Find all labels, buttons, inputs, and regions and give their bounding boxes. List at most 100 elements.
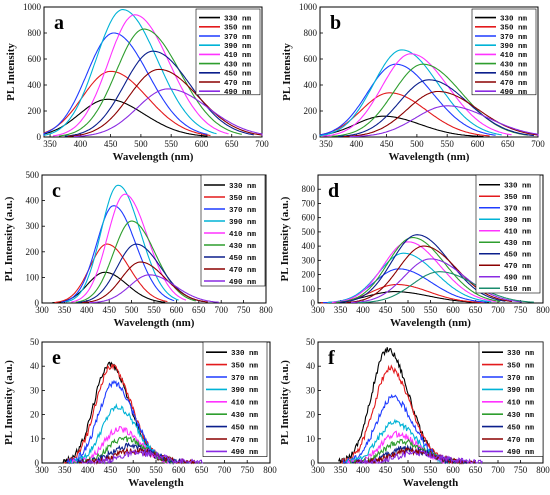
y-tick-label: 800 <box>304 28 318 38</box>
x-tick-label: 550 <box>164 139 178 149</box>
legend-label: 430 nm <box>231 412 259 420</box>
panel-c: 300 350 400 450 500 550 600 650 700 750 800 0 100 200… <box>3 170 273 329</box>
x-tick-label: 800 <box>536 465 550 475</box>
y-tick-label: 0 <box>313 132 318 142</box>
x-tick-label: 800 <box>536 305 550 315</box>
legend-label: 330 nm <box>504 183 532 191</box>
series-line-470-nm <box>343 90 539 138</box>
series-line-470-nm <box>82 261 208 304</box>
series-line-510-nm <box>357 271 534 304</box>
y-tick-label: 200 <box>26 247 40 257</box>
x-tick-label: 400 <box>80 305 94 315</box>
series-line-390-nm <box>65 184 179 303</box>
x-tick-label: 550 <box>424 465 438 475</box>
legend-box <box>200 174 266 287</box>
legend-label: 450 nm <box>224 71 252 79</box>
legend-label: 450 nm <box>231 424 259 432</box>
panel-b: 350 400 450 500 550 600 650 700 0 200 400 600 800 100… <box>281 2 545 163</box>
series-line-450-nm <box>64 50 254 137</box>
x-tick-label: 700 <box>214 305 228 315</box>
x-tick-label: 350 <box>334 305 348 315</box>
legend-label: 390 nm <box>507 387 535 395</box>
legend-label: 390 nm <box>504 217 532 225</box>
y-tick-label: 500 <box>26 170 40 180</box>
legend-label: 410 nm <box>231 400 259 408</box>
series-line-350-nm <box>54 243 168 304</box>
legend-label: 430 nm <box>224 61 252 69</box>
legend-box <box>475 174 541 294</box>
x-tick-label: 600 <box>195 139 209 149</box>
x-tick-label: 450 <box>104 465 118 475</box>
x-tick-label: 400 <box>74 139 88 149</box>
x-tick-label: 400 <box>356 305 370 315</box>
legend-label: 410 nm <box>500 52 528 60</box>
x-tick-label: 550 <box>424 305 438 315</box>
x-tick-label: 300 <box>35 465 49 475</box>
y-tick-label: 30 <box>306 385 316 395</box>
x-tick-label: 350 <box>319 139 333 149</box>
x-tick-label: 500 <box>401 465 415 475</box>
x-tick-label: 700 <box>491 305 505 315</box>
y-tick-label: 800 <box>28 28 42 38</box>
legend-label: 470 nm <box>231 437 259 445</box>
x-tick-label: 800 <box>259 305 273 315</box>
legend-label: 470 nm <box>507 437 535 445</box>
legend-label: 370 nm <box>231 375 259 383</box>
legend-label: 410 nm <box>224 52 252 60</box>
y-axis-label: PL Intensity <box>5 43 17 101</box>
y-tick-label: 0 <box>37 132 42 142</box>
x-tick-label: 600 <box>446 465 460 475</box>
x-axis-label: Wavelength (nm) <box>389 151 470 163</box>
legend-label: 410 nm <box>504 229 532 237</box>
x-tick-label: 300 <box>35 305 49 315</box>
x-tick-label: 600 <box>471 139 485 149</box>
x-tick-label: 650 <box>195 465 209 475</box>
legend-label: 330 nm <box>224 15 252 23</box>
y-tick-label: 0 <box>311 458 316 468</box>
y-tick-label: 20 <box>30 410 40 420</box>
x-tick-label: 650 <box>469 305 483 315</box>
legend-label: 430 nm <box>500 61 528 69</box>
panel-label: c <box>52 180 61 202</box>
y-tick-label: 600 <box>28 54 42 64</box>
x-tick-label: 600 <box>170 305 184 315</box>
legend-label: 330 nm <box>507 350 535 358</box>
y-tick-label: 10 <box>30 434 40 444</box>
legend-label: 370 nm <box>224 34 252 42</box>
x-tick-label: 500 <box>410 139 424 149</box>
y-axis-label: PL Intensity (a.u.) <box>3 196 15 281</box>
panel-label: f <box>328 347 335 369</box>
legend-label: 410 nm <box>229 231 257 239</box>
legend-label: 450 nm <box>504 252 532 260</box>
x-axis-label: Wavelength (nm) <box>390 317 471 329</box>
x-tick-label: 400 <box>350 139 364 149</box>
legend-label: 450 nm <box>500 71 528 79</box>
x-tick-label: 350 <box>334 465 348 475</box>
panel-a: 350 400 450 500 550 600 650 700 0 200 400 600 800 100… <box>5 2 269 163</box>
y-tick-label: 0 <box>35 298 40 308</box>
y-tick-label: 800 <box>302 184 316 194</box>
legend-label: 430 nm <box>229 243 257 251</box>
legend-label: 490 nm <box>231 449 259 457</box>
plot-frame <box>319 6 539 138</box>
y-tick-label: 200 <box>304 106 318 116</box>
legend-box <box>478 341 544 457</box>
x-tick-label: 750 <box>240 465 254 475</box>
legend-label: 350 nm <box>231 362 259 370</box>
y-axis-label: PL Intensity <box>281 43 293 101</box>
x-tick-label: 650 <box>192 305 206 315</box>
legend-label: 350 nm <box>229 195 257 203</box>
y-tick-label: 500 <box>302 227 316 237</box>
panel-label: d <box>328 180 339 202</box>
legend-label: 350 nm <box>504 194 532 202</box>
panel-d: 300 350 400 450 500 550 600 650 700 750 800 0 100 200… <box>279 174 550 329</box>
legend-label: 350 nm <box>224 25 252 33</box>
x-tick-label: 650 <box>501 139 515 149</box>
y-axis-label: PL Intensity (a.u.) <box>279 196 291 281</box>
legend-label: 350 nm <box>507 362 535 370</box>
legend-box <box>471 8 537 96</box>
x-tick-label: 350 <box>43 139 57 149</box>
y-tick-label: 50 <box>306 337 316 347</box>
series-line-370-nm <box>43 32 208 136</box>
